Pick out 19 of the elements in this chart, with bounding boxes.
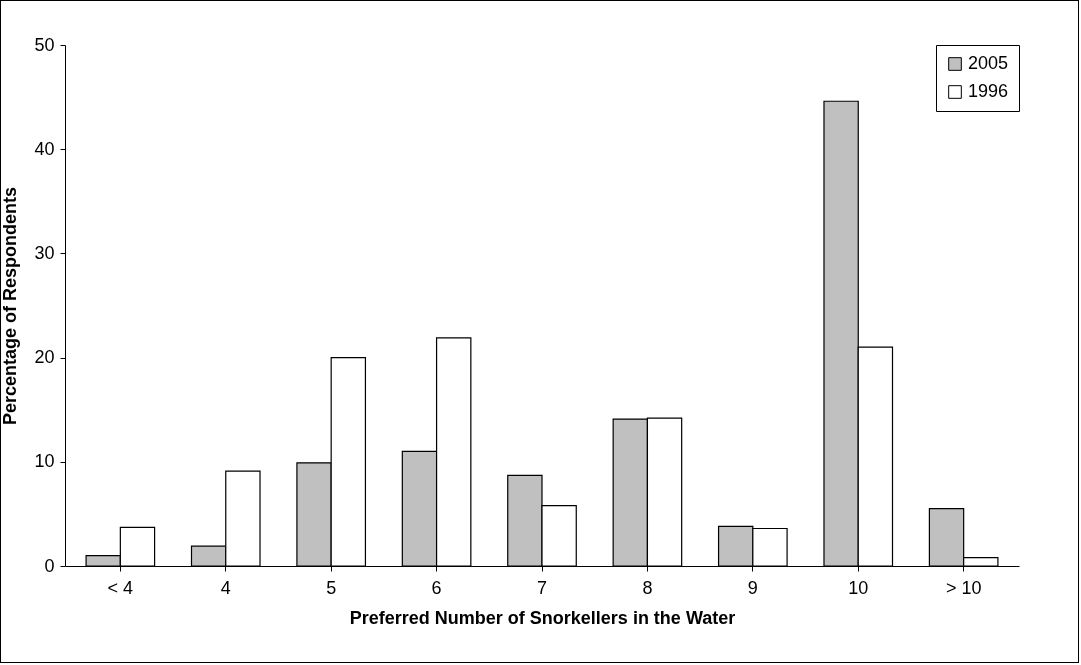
x-tick-label: 5 <box>326 577 337 598</box>
y-tick-label: 0 <box>44 555 55 576</box>
y-tick-label: 50 <box>34 34 55 55</box>
y-tick-label: 20 <box>34 347 55 368</box>
legend-label: 1996 <box>968 81 1009 101</box>
x-tick-label: 4 <box>220 577 231 598</box>
x-tick-label: 7 <box>536 577 548 598</box>
x-tick-label: 8 <box>642 577 653 598</box>
x-tick-label: 6 <box>431 577 442 598</box>
legend-label: 2005 <box>968 53 1009 73</box>
x-tick-label: 9 <box>747 577 758 598</box>
y-tick-label: 40 <box>34 138 55 159</box>
x-tick-label: > 10 <box>945 577 982 598</box>
y-tick-label: 30 <box>34 242 55 263</box>
x-tick-label: < 4 <box>107 577 134 598</box>
x-axis-title: Preferred Number of Snorkellers in the Water <box>349 607 736 628</box>
y-tick-label: 10 <box>34 451 55 472</box>
x-tick-label: 10 <box>848 577 869 598</box>
y-axis-title: Percentage of Respondents <box>0 186 21 426</box>
